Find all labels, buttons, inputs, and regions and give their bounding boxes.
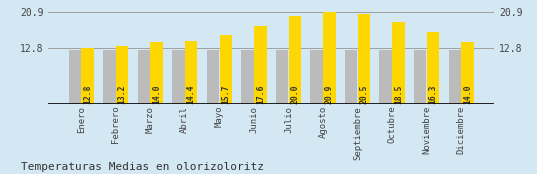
Bar [358,14,370,104]
Text: 20.5: 20.5 [359,84,368,104]
Bar [392,22,405,104]
Text: 20.0: 20.0 [291,84,299,104]
Text: 13.2: 13.2 [118,84,127,104]
Bar [414,50,426,104]
Bar [345,50,357,104]
Bar [427,32,439,104]
Bar [185,41,198,104]
Bar [207,50,219,104]
Text: 18.5: 18.5 [394,84,403,104]
Bar [254,26,266,104]
Bar [220,35,232,104]
Text: 17.6: 17.6 [256,84,265,104]
Text: 15.7: 15.7 [221,84,230,104]
Bar [461,42,474,104]
Bar [310,50,323,104]
Bar [103,50,115,104]
Bar [276,50,288,104]
Bar [288,16,301,104]
Bar [241,50,254,104]
Bar [82,48,94,104]
Text: 14.0: 14.0 [463,84,472,104]
Bar [172,50,185,104]
Bar [150,42,163,104]
Bar [137,50,150,104]
Text: 14.4: 14.4 [187,84,195,104]
Bar [448,50,461,104]
Text: 16.3: 16.3 [429,84,438,104]
Bar [323,12,336,104]
Text: 20.9: 20.9 [325,84,334,104]
Text: 12.8: 12.8 [83,84,92,104]
Bar [69,50,81,104]
Text: 14.0: 14.0 [152,84,161,104]
Bar [380,50,392,104]
Text: Temperaturas Medias en olorizoloritz: Temperaturas Medias en olorizoloritz [21,162,265,172]
Bar [116,46,128,104]
